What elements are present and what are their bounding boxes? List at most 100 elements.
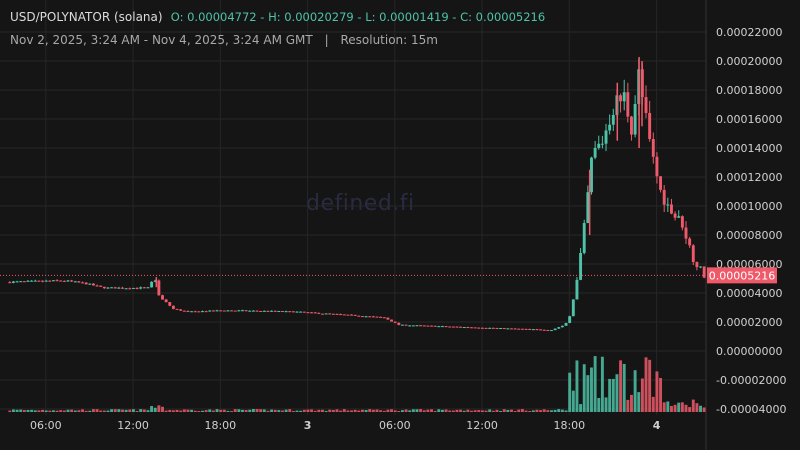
volume-bar bbox=[437, 409, 441, 412]
volume-bar bbox=[8, 410, 12, 412]
candle-body bbox=[171, 305, 175, 309]
candle-body bbox=[157, 280, 161, 296]
x-axis[interactable]: 06:00 12:00 18:00 3 06:00 12:00 18:00 4 bbox=[30, 419, 661, 432]
volume-bar bbox=[484, 410, 488, 412]
y-tick-label: -0.00004000 bbox=[716, 403, 786, 416]
candle-body bbox=[313, 312, 317, 314]
candle-body bbox=[153, 280, 157, 282]
candle-body bbox=[419, 325, 423, 327]
candle-body bbox=[186, 310, 190, 312]
candle-body bbox=[673, 213, 677, 218]
volume-bar bbox=[186, 409, 190, 412]
volume-bar bbox=[564, 410, 568, 412]
volume-bar bbox=[350, 410, 354, 412]
candle-body bbox=[219, 310, 223, 312]
volume-bar bbox=[135, 410, 139, 412]
candle-body bbox=[273, 310, 277, 312]
volume-bar bbox=[611, 378, 615, 412]
candle-body bbox=[531, 329, 535, 331]
candle-body bbox=[542, 329, 546, 331]
candle-body bbox=[251, 310, 255, 312]
candle-body bbox=[473, 327, 477, 329]
candle-body bbox=[117, 287, 121, 289]
volume-bar bbox=[99, 410, 103, 412]
volume-bar bbox=[182, 409, 186, 412]
candle-body bbox=[535, 329, 539, 331]
candle-body bbox=[233, 310, 237, 312]
candle-body bbox=[110, 287, 114, 289]
volume-bar bbox=[146, 410, 150, 412]
candle-body bbox=[128, 288, 132, 290]
volume-bar bbox=[331, 409, 335, 412]
x-tick-label: 06:00 bbox=[379, 419, 411, 432]
volume-bar bbox=[557, 409, 561, 412]
candle-body bbox=[241, 310, 244, 312]
volume-bar bbox=[597, 398, 601, 412]
volume-bar bbox=[462, 410, 466, 412]
volume-bar bbox=[211, 410, 215, 412]
y-tick-label: 0.00010000 bbox=[716, 200, 782, 213]
candle-body bbox=[73, 281, 77, 283]
candle-body bbox=[99, 285, 103, 287]
candle-body bbox=[204, 311, 208, 313]
x-tick-label: 18:00 bbox=[204, 419, 236, 432]
candles bbox=[8, 56, 706, 332]
candle-body bbox=[262, 310, 266, 312]
candle-body bbox=[350, 314, 354, 316]
volume-bar bbox=[302, 409, 306, 412]
candle-body bbox=[342, 314, 346, 316]
candle-body bbox=[451, 326, 455, 328]
y-tick-label: 0.00000000 bbox=[716, 345, 782, 358]
candle-body bbox=[390, 319, 393, 322]
candle-body bbox=[11, 281, 15, 283]
volume-bar bbox=[102, 410, 106, 412]
volume-bar bbox=[77, 410, 81, 412]
candle-body bbox=[81, 282, 84, 284]
candle-body bbox=[539, 329, 543, 331]
candle-body bbox=[688, 238, 692, 246]
candle-body bbox=[281, 311, 284, 313]
candle-body bbox=[662, 189, 666, 205]
volume-bar bbox=[404, 409, 408, 412]
candle-body bbox=[328, 313, 332, 315]
volume-bar bbox=[360, 409, 364, 412]
volume-bar bbox=[106, 410, 110, 412]
volume-bar bbox=[124, 409, 128, 412]
candle-body bbox=[164, 299, 168, 303]
volume-bar bbox=[491, 410, 495, 412]
volume-bar bbox=[528, 410, 532, 412]
volume-bar bbox=[233, 409, 237, 412]
volume-bar bbox=[346, 410, 350, 412]
volume-bar bbox=[495, 409, 499, 412]
candle-body bbox=[480, 327, 484, 329]
y-axis[interactable]: 0.00022000 0.00020000 0.00018000 0.00016000… bbox=[716, 26, 786, 416]
candle-body bbox=[684, 227, 688, 239]
volume-bar bbox=[520, 409, 524, 412]
candle-body bbox=[226, 310, 230, 312]
volume-bar bbox=[615, 374, 619, 412]
volume-bar bbox=[30, 409, 34, 412]
y-tick-label: 0.00012000 bbox=[716, 171, 782, 184]
candle-body bbox=[30, 280, 34, 282]
candle-body bbox=[393, 321, 397, 323]
volume-bar bbox=[204, 410, 208, 412]
candle-body bbox=[259, 311, 263, 313]
volume-bar bbox=[553, 409, 557, 412]
candle-body bbox=[37, 280, 41, 282]
candle-body bbox=[557, 327, 561, 329]
volume-bar bbox=[539, 410, 543, 412]
volume-bar bbox=[295, 410, 299, 412]
volume-bar bbox=[55, 410, 59, 412]
volume-bar bbox=[113, 409, 117, 412]
volume-bar bbox=[277, 410, 281, 412]
volume-bar bbox=[590, 367, 593, 412]
candle-body bbox=[528, 328, 532, 330]
candle-body bbox=[484, 327, 488, 329]
volume-bar bbox=[390, 409, 393, 412]
candle-body bbox=[440, 326, 444, 328]
candle-body bbox=[368, 316, 372, 318]
volume-bar bbox=[368, 409, 372, 412]
candle-body bbox=[22, 281, 26, 283]
candle-body bbox=[317, 312, 321, 314]
